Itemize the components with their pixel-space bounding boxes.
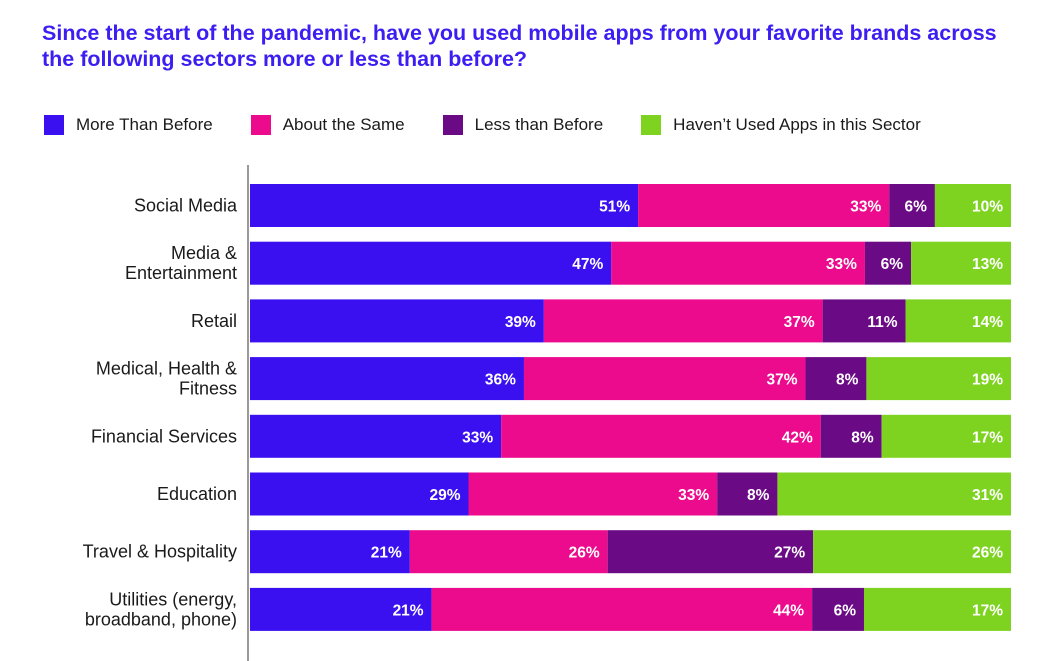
value-label: 6%	[904, 199, 927, 216]
value-label: 37%	[784, 314, 815, 331]
value-label: 33%	[826, 256, 857, 273]
bar-segment-not-used	[777, 472, 1011, 516]
category-label: Financial Services	[91, 426, 237, 446]
category-label: Medical, Health & Fitness	[96, 359, 237, 399]
bar-segment-same	[638, 184, 890, 227]
value-label: 44%	[773, 602, 804, 619]
bar-segment-same	[409, 530, 608, 574]
value-label: 26%	[972, 545, 1003, 562]
bar-segment-not-used	[866, 357, 1011, 401]
legend-label-not-used: Haven’t Used Apps in this Sector	[673, 115, 921, 134]
bar-segment-not-used	[905, 299, 1011, 343]
legend-item-not-used: Haven’t Used Apps in this Sector	[641, 115, 921, 135]
bar-segment-same	[468, 472, 718, 516]
category-label: Travel & Hospitality	[83, 542, 237, 562]
value-label: 8%	[747, 487, 770, 504]
value-label: 17%	[972, 602, 1003, 619]
bar-segment-less	[864, 241, 912, 285]
bar-segment-less	[805, 357, 867, 401]
legend-swatch-same	[250, 115, 271, 135]
value-label: 33%	[850, 199, 881, 216]
legend-label-more: More Than Before	[76, 115, 213, 134]
value-label: 33%	[678, 487, 709, 504]
bar-segment-not-used	[813, 530, 1011, 574]
legend-label-less: Less than Before	[474, 115, 604, 134]
value-label: 36%	[485, 372, 516, 389]
bar-segment-same	[611, 241, 865, 285]
value-label: 6%	[834, 602, 857, 619]
value-label: 21%	[393, 602, 424, 619]
value-label: 51%	[599, 199, 630, 216]
value-label: 8%	[851, 429, 874, 446]
value-label: 14%	[972, 314, 1003, 331]
value-label: 47%	[572, 256, 603, 273]
bar-segment-more	[250, 241, 612, 285]
value-label: 33%	[462, 429, 493, 446]
value-label: 17%	[972, 429, 1003, 446]
value-label: 42%	[782, 429, 813, 446]
bar-segment-more	[250, 414, 502, 458]
bar-segment-same	[543, 299, 823, 343]
value-label: 31%	[972, 487, 1003, 504]
bar-segment-more	[250, 587, 432, 631]
legend-label-same: About the Same	[282, 115, 405, 134]
bar-segment-less	[717, 472, 778, 516]
value-label: 21%	[371, 545, 402, 562]
bar-segment-less	[607, 530, 814, 574]
bar-segment-not-used	[863, 587, 1011, 631]
bar-segment-same	[501, 414, 821, 458]
bar-segment-not-used	[934, 184, 1011, 227]
value-label: 19%	[972, 372, 1003, 389]
value-label: 8%	[836, 372, 859, 389]
bar-segment-less	[889, 184, 935, 227]
value-label: 39%	[505, 314, 536, 331]
bar-segment-less	[822, 299, 906, 343]
category-label: Retail	[191, 311, 237, 331]
category-label: Utilities (energy, broadband, phone)	[85, 589, 237, 629]
legend-swatch-less	[442, 115, 463, 135]
bar-segment-not-used	[911, 241, 1011, 285]
bar-segment-same	[523, 357, 806, 401]
category-label: Education	[157, 484, 237, 504]
legend-swatch-not-used	[641, 115, 662, 135]
bar-segment-same	[431, 587, 813, 631]
chart-title: Since the start of the pandemic, have yo…	[42, 21, 997, 71]
value-label: 13%	[972, 256, 1003, 273]
value-label: 27%	[774, 545, 805, 562]
legend-swatch-more	[44, 115, 64, 135]
bar-segment-more	[250, 472, 469, 516]
bar-segment-more	[250, 299, 544, 343]
bar-segment-not-used	[881, 414, 1011, 458]
value-label: 11%	[867, 314, 897, 331]
category-label: Social Media	[134, 196, 238, 216]
value-label: 37%	[766, 372, 797, 389]
category-label: Media & Entertainment	[125, 243, 237, 283]
legend-item-less: Less than Before	[442, 115, 604, 135]
value-label: 10%	[972, 199, 1003, 216]
legend: More Than Before About the Same Less tha…	[44, 112, 959, 138]
legend-item-same: About the Same	[250, 115, 405, 135]
bar-segment-less	[812, 587, 864, 631]
bar-segment-more	[250, 530, 410, 574]
bar-segment-less	[820, 414, 882, 458]
value-label: 26%	[569, 545, 600, 562]
value-label: 6%	[881, 256, 904, 273]
bar-segment-more	[250, 357, 524, 401]
legend-item-more: More Than Before	[44, 115, 213, 135]
value-label: 29%	[429, 487, 460, 504]
bar-segment-more	[250, 184, 639, 227]
